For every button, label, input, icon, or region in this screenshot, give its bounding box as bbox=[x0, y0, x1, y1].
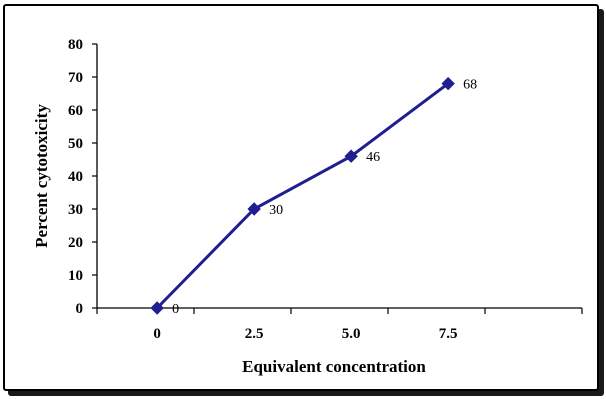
data-point-marker bbox=[150, 301, 164, 315]
data-label: 30 bbox=[269, 203, 283, 218]
data-label: 46 bbox=[366, 150, 380, 165]
chart-frame bbox=[3, 4, 599, 391]
x-tick-label: 7.5 bbox=[439, 326, 458, 342]
y-tick-label: 70 bbox=[68, 70, 83, 86]
x-tick-label: 0 bbox=[153, 326, 161, 342]
x-tick-label: 2.5 bbox=[245, 326, 264, 342]
y-tick-label: 60 bbox=[68, 103, 83, 119]
y-tick-label: 50 bbox=[68, 136, 83, 152]
y-tick-label: 0 bbox=[76, 301, 84, 317]
y-tick-label: 10 bbox=[68, 268, 83, 284]
data-point-marker bbox=[441, 76, 455, 91]
y-tick-label: 80 bbox=[68, 37, 83, 53]
y-axis-title: Percent cytotoxicity bbox=[32, 104, 51, 248]
y-tick-label: 40 bbox=[68, 169, 83, 185]
y-tick-label: 20 bbox=[68, 235, 83, 251]
x-axis-title: Equivalent concentration bbox=[242, 357, 426, 376]
y-tick-label: 30 bbox=[68, 202, 83, 218]
data-label: 0 bbox=[172, 302, 179, 317]
x-tick-label: 5.0 bbox=[342, 326, 361, 342]
data-point-marker bbox=[247, 202, 261, 216]
series-line bbox=[156, 82, 450, 310]
data-label: 68 bbox=[463, 78, 477, 93]
data-point-marker bbox=[344, 149, 358, 163]
